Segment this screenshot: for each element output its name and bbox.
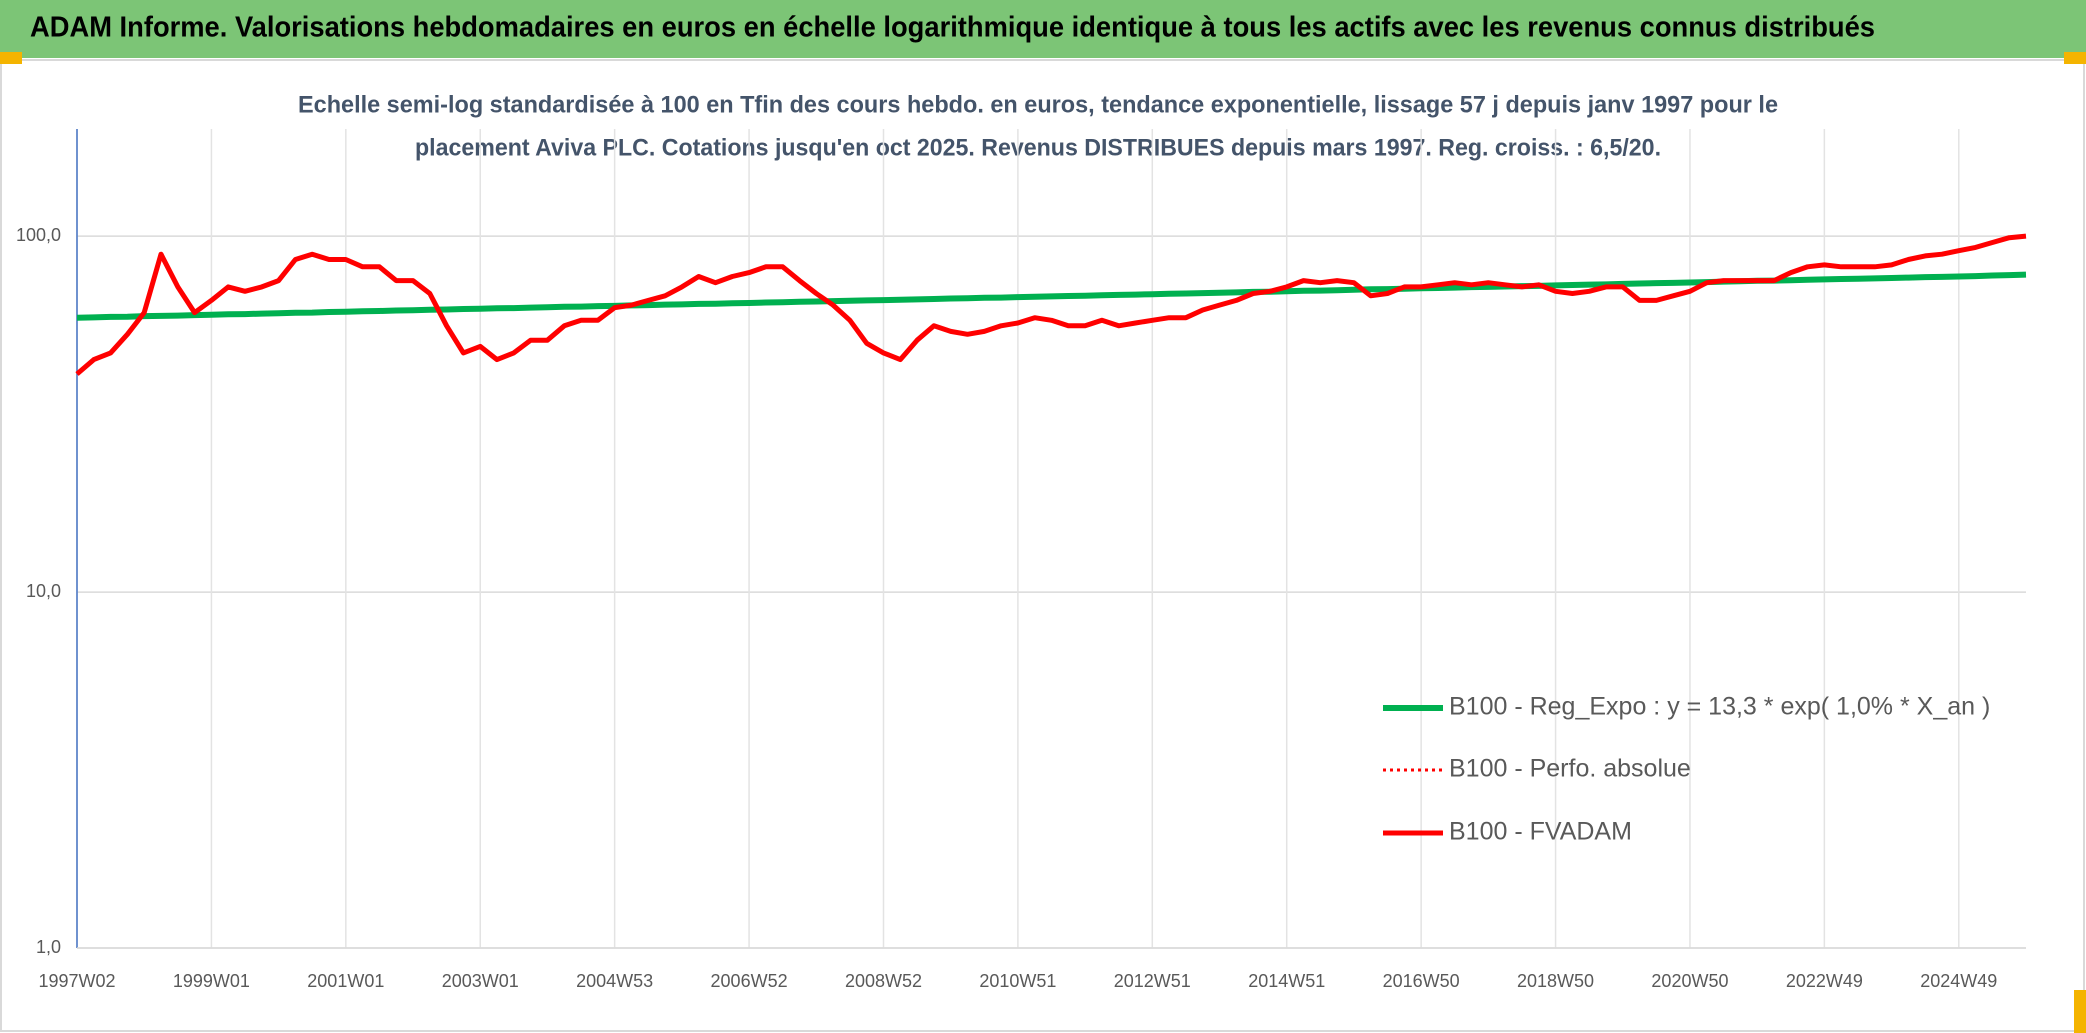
series-line [75,233,2027,376]
x-tick-label: 1997W02 [38,971,115,991]
x-tick-label: 2006W52 [711,971,788,991]
title-bar [0,0,2086,58]
x-tick-label: 2001W01 [307,971,384,991]
x-tick-label: 2010W51 [979,971,1056,991]
corner [2074,990,2086,1033]
x-tick-label: 2004W53 [576,971,653,991]
x-tick-label: 2018W50 [1517,971,1594,991]
corner [2064,52,2086,64]
x-tick-label: 2024W49 [1920,971,1997,991]
x-tick-label: 2014W51 [1248,971,1325,991]
legend-label: B100 - Perfo. absolue [1449,755,1691,783]
series-line [76,271,2027,321]
x-tick-label: 2016W50 [1383,971,1460,991]
x-tick-label: 2008W52 [845,971,922,991]
y-tick-label: 10,0 [26,581,61,601]
x-tick-label: 2020W50 [1651,971,1728,991]
x-tick-label: 2003W01 [442,971,519,991]
legend-label: B100 - FVADAM [1449,818,1632,846]
chart-title: ADAM Informe. Valorisations hebdomadaire… [30,12,1875,44]
subtitle: placement Aviva PLC. Cotations jusqu'en … [415,134,1661,161]
x-tick-label: 2012W51 [1114,971,1191,991]
corner [0,52,22,64]
chart-border [0,59,2085,1032]
x-tick-label: 1999W01 [173,971,250,991]
legend-label: B100 - Reg_Expo : y = 13,3 * exp( 1,0% *… [1449,693,1990,721]
y-tick-label: 100,0 [16,225,61,245]
subtitle: Echelle semi-log standardisée à 100 en T… [298,91,1778,118]
y-tick-label: 1,0 [36,937,61,957]
x-tick-label: 2022W49 [1786,971,1863,991]
